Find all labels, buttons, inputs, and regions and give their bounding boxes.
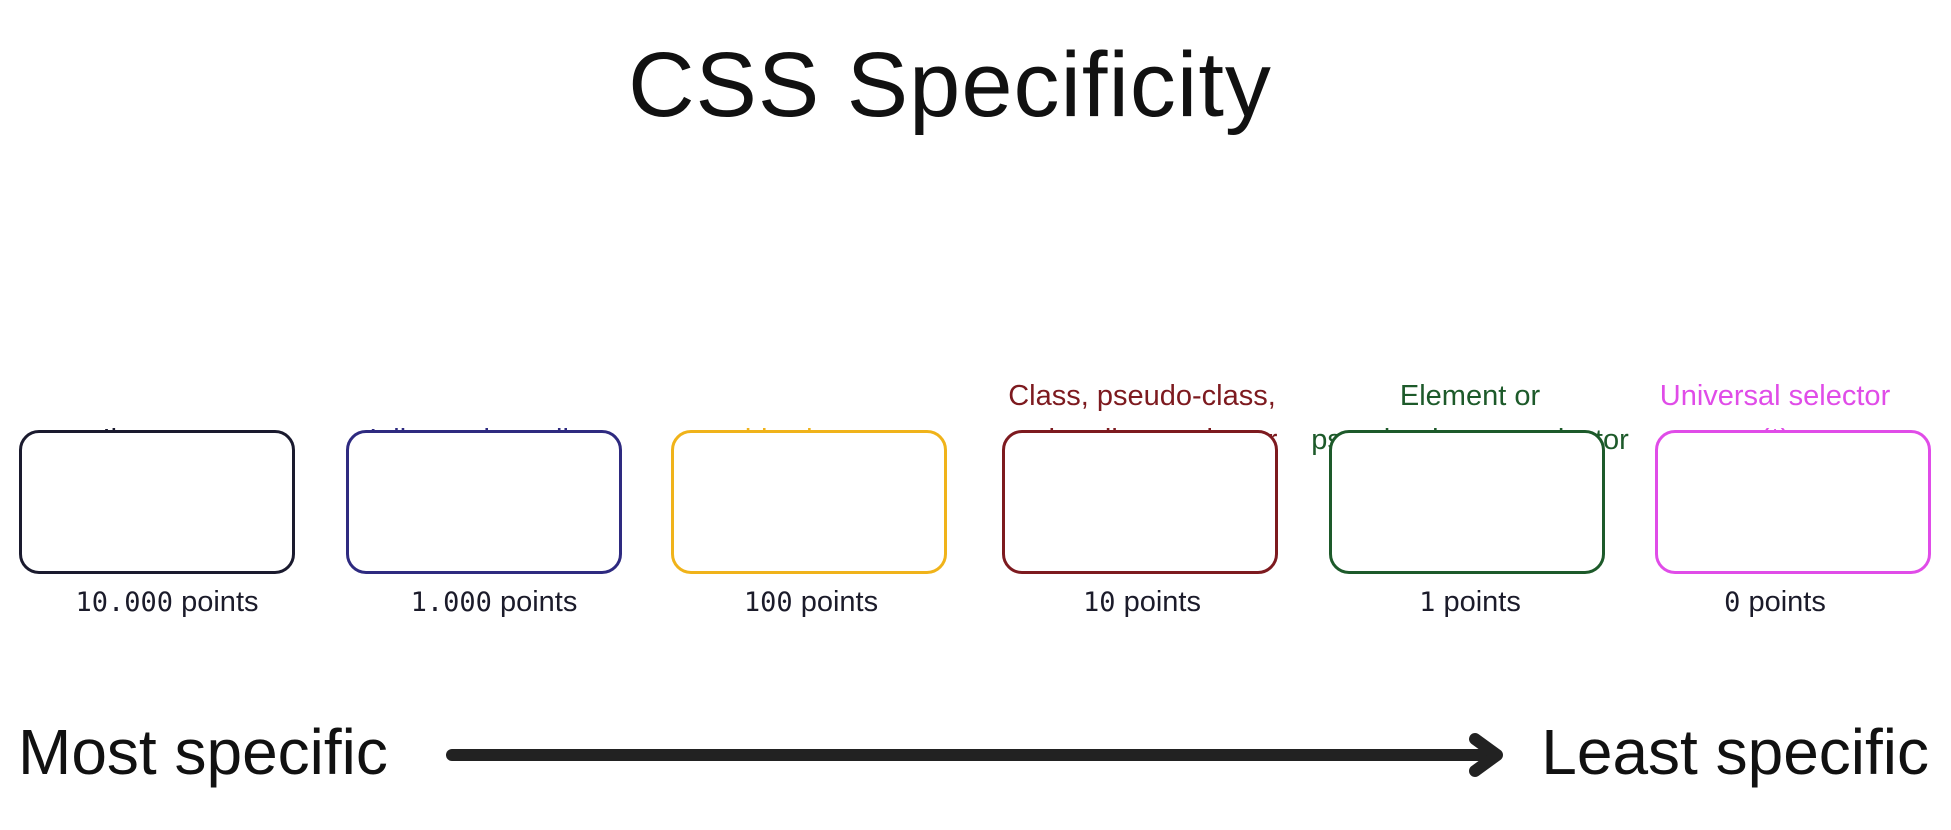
least-specific-label: Least specific bbox=[1541, 716, 1929, 788]
item-box bbox=[671, 430, 947, 574]
specificity-item-element: Element or pseudo-element selector 1 poi… bbox=[1305, 330, 1635, 630]
item-points: 10.000 points bbox=[2, 582, 332, 623]
points-word: points bbox=[499, 586, 578, 618]
item-box bbox=[1329, 430, 1605, 574]
specificity-item-id-selector: id selector 100 points bbox=[646, 330, 976, 630]
specificity-item-class: Class, pseudo-class, and attribute selec… bbox=[977, 330, 1307, 630]
most-specific-label: Most specific bbox=[18, 716, 388, 788]
points-number: 1.000 bbox=[410, 587, 492, 618]
points-number: 0 bbox=[1724, 587, 1741, 618]
specificity-item-important: !important 10.000 points bbox=[2, 330, 332, 630]
points-word: points bbox=[800, 586, 879, 618]
item-label-line: Class, pseudo-class, bbox=[1008, 380, 1276, 412]
item-label-line: Element or bbox=[1399, 380, 1541, 412]
points-word: points bbox=[1748, 586, 1826, 618]
points-number: 100 bbox=[743, 587, 793, 618]
points-word: points bbox=[181, 586, 259, 618]
item-box bbox=[19, 430, 295, 574]
item-label-line: Universal selector bbox=[1659, 380, 1891, 412]
item-box bbox=[1655, 430, 1931, 574]
specificity-item-inline-style: Inline style attribute 1.000 points bbox=[329, 330, 659, 630]
item-points: 1 points bbox=[1305, 582, 1635, 623]
points-number: 10.000 bbox=[75, 587, 174, 618]
points-word: points bbox=[1443, 586, 1521, 618]
points-word: points bbox=[1123, 586, 1201, 618]
specificity-item-universal: Universal selector (*) 0 points bbox=[1610, 330, 1940, 630]
item-points: 10 points bbox=[977, 582, 1307, 623]
diagram-title: CSS Specificity bbox=[628, 34, 1272, 136]
specificity-arrow-icon bbox=[446, 733, 1503, 777]
points-number: 1 bbox=[1419, 587, 1436, 618]
item-points: 100 points bbox=[646, 582, 976, 623]
item-box bbox=[346, 430, 622, 574]
item-box bbox=[1002, 430, 1278, 574]
item-points: 1.000 points bbox=[329, 582, 659, 623]
item-points: 0 points bbox=[1610, 582, 1940, 623]
points-number: 10 bbox=[1083, 587, 1116, 618]
